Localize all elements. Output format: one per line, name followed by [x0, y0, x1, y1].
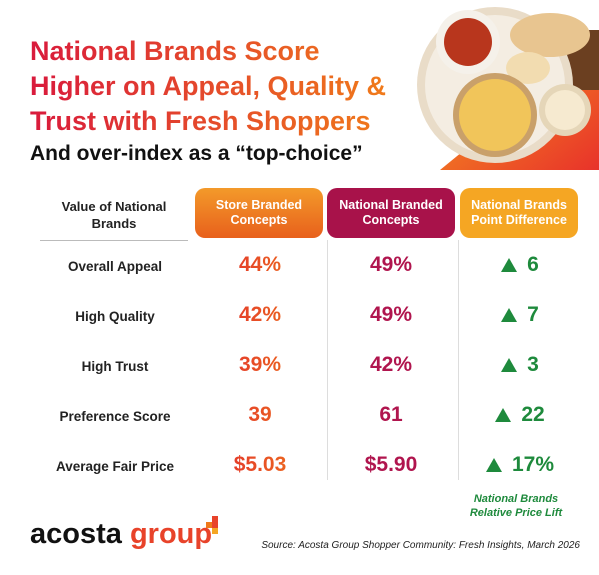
food-image: [417, 7, 599, 170]
national-value: 49%: [369, 303, 413, 326]
store-value: 44%: [200, 253, 320, 277]
divider: [327, 240, 328, 480]
header-label: Value of National Brands: [61, 199, 167, 231]
point-difference: 7: [470, 303, 570, 327]
point-difference: 3: [470, 353, 570, 377]
point-difference: 6: [470, 253, 570, 277]
national-value: 61: [379, 403, 403, 426]
row-label: High Quality: [75, 309, 155, 324]
point-difference: 17%: [470, 453, 570, 477]
logo-word: group: [129, 518, 213, 550]
divider: [458, 240, 459, 480]
up-arrow: [501, 308, 518, 322]
title-line: Trust with Fresh Shoppers: [30, 106, 371, 136]
up-arrow: [501, 358, 518, 372]
title: National Brands Score Higher on Appeal, …: [30, 34, 386, 139]
note: National Brands Relative Price Lift: [469, 493, 563, 519]
row-label: High Trust: [81, 359, 149, 374]
row-label: Average Fair Price: [55, 459, 175, 474]
difference-value: 22: [521, 403, 545, 426]
row-label: Preference Score: [59, 409, 171, 424]
difference-value: 7: [527, 303, 539, 326]
national-value: 49%: [369, 253, 413, 276]
store-value: 42%: [200, 303, 320, 327]
store-value: 39: [200, 403, 320, 427]
title-line: Higher on Appeal, Quality &: [30, 71, 387, 101]
up-arrow: [485, 458, 502, 472]
logo-icon: [206, 516, 218, 534]
logo: acosta group: [30, 518, 212, 551]
difference-value: 6: [527, 253, 539, 276]
row-label: Overall Appeal: [67, 259, 163, 274]
logo-word: acosta: [30, 518, 122, 550]
header-pill: National Branded Concepts: [327, 188, 455, 238]
store-value: 39%: [200, 353, 320, 377]
difference-value: 17%: [511, 453, 555, 476]
difference-value: 3: [527, 353, 539, 376]
up-arrow: [501, 258, 518, 272]
header-pill: Store Branded Concepts: [195, 188, 323, 238]
national-value: $5.90: [364, 453, 418, 476]
divider: [40, 240, 188, 241]
subtitle: And over-index as a “top-choice”: [30, 142, 363, 165]
header-pill: National Brands Point Difference: [460, 188, 578, 238]
title-line: National Brands Score: [30, 36, 320, 66]
source: Source: Acosta Group Shopper Community: …: [261, 540, 580, 551]
store-value: $5.03: [200, 453, 320, 477]
up-arrow: [495, 408, 512, 422]
point-difference: 22: [470, 403, 570, 427]
national-value: 42%: [369, 353, 413, 376]
